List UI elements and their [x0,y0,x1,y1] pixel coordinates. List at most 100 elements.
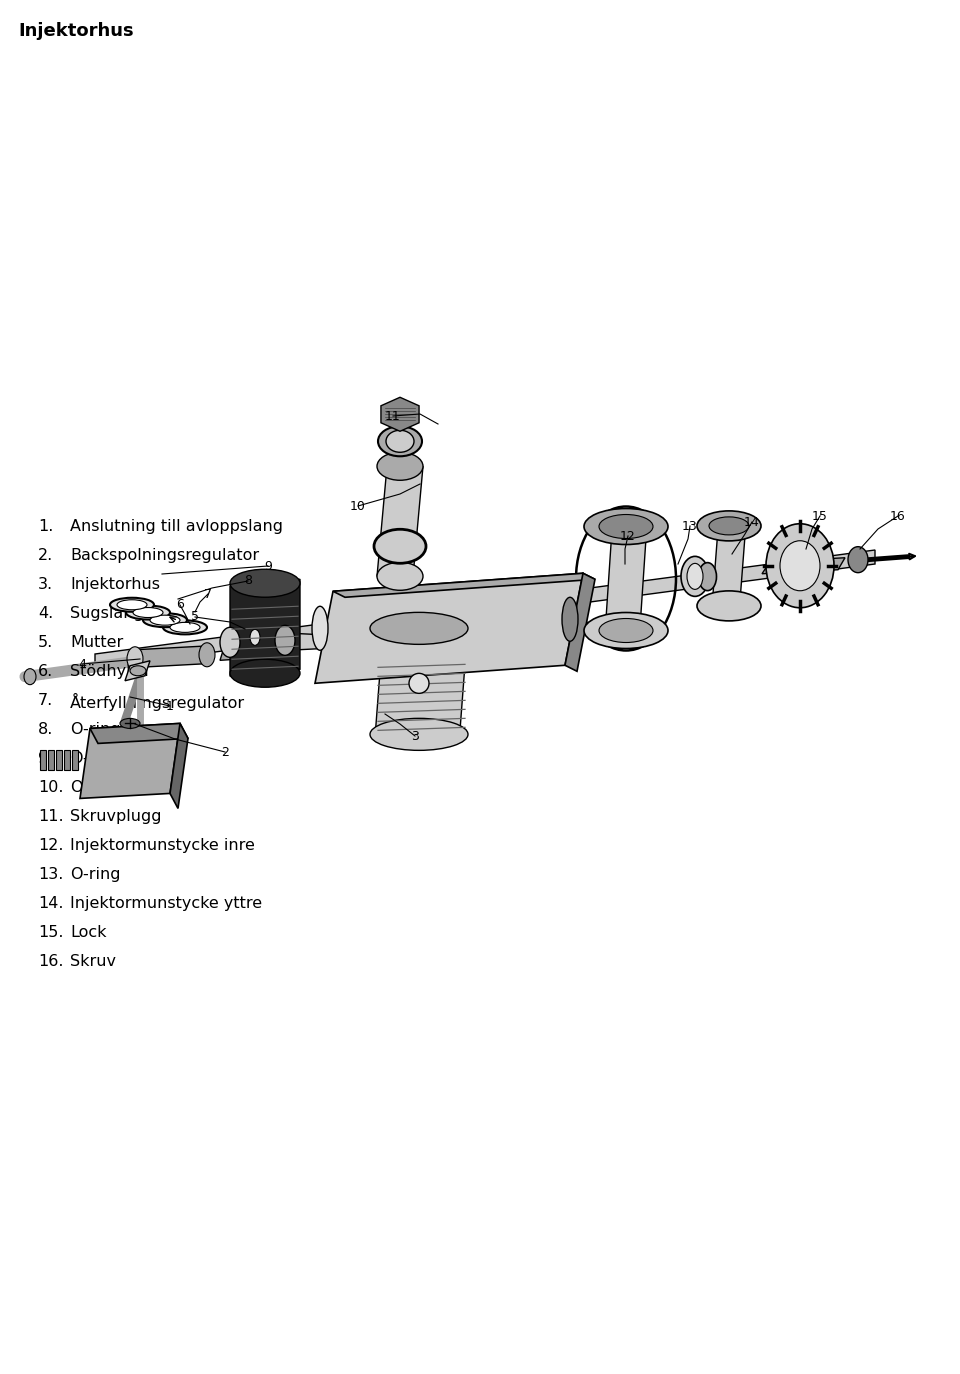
Text: 7.: 7. [38,692,53,708]
Ellipse shape [780,541,820,591]
Ellipse shape [143,613,187,627]
Ellipse shape [584,508,668,544]
Ellipse shape [386,430,414,452]
Text: 4.: 4. [38,606,53,621]
Ellipse shape [170,622,200,632]
Ellipse shape [599,618,653,643]
Polygon shape [220,624,290,661]
Text: 1.: 1. [38,519,54,534]
Ellipse shape [163,621,207,635]
Ellipse shape [24,669,36,684]
Text: 8.: 8. [38,721,54,736]
Text: O-ring: O-ring [70,752,121,765]
Text: Injektormunstycke inre: Injektormunstycke inre [70,838,254,853]
Ellipse shape [117,600,147,610]
Ellipse shape [699,562,716,591]
Text: 16.: 16. [38,954,63,969]
Text: Återfyllningsregulator: Återfyllningsregulator [70,692,245,710]
Text: 11: 11 [385,409,401,422]
Text: 2.: 2. [38,548,53,563]
Text: 16: 16 [890,510,906,522]
Text: O-ring: O-ring [70,867,121,882]
Polygon shape [381,397,420,431]
Ellipse shape [220,628,240,657]
Text: Lock: Lock [70,925,107,940]
Ellipse shape [250,629,260,646]
Polygon shape [48,750,54,771]
Polygon shape [72,750,78,771]
Ellipse shape [199,643,215,666]
Ellipse shape [312,606,328,650]
Ellipse shape [110,598,154,611]
Text: Stödhylsa: Stödhylsa [70,664,149,679]
Ellipse shape [150,616,180,625]
Polygon shape [280,632,320,651]
Polygon shape [230,580,300,676]
Text: 7: 7 [204,588,212,600]
Text: 3: 3 [411,730,419,742]
Ellipse shape [377,452,423,481]
Ellipse shape [599,514,653,539]
Text: 11.: 11. [38,809,63,824]
Text: Anslutning till avloppslang: Anslutning till avloppslang [70,519,283,534]
Polygon shape [80,724,180,798]
Ellipse shape [378,426,422,456]
Ellipse shape [370,613,468,644]
Ellipse shape [126,606,170,620]
Text: 8: 8 [244,574,252,588]
Text: Skruv: Skruv [70,954,116,969]
Text: 9: 9 [264,559,272,573]
Ellipse shape [848,547,868,573]
Polygon shape [315,573,583,683]
Polygon shape [40,750,46,771]
Ellipse shape [697,591,761,621]
Text: 15: 15 [812,510,828,522]
Ellipse shape [230,660,300,687]
Text: 6: 6 [176,599,184,611]
Text: 6.: 6. [38,664,53,679]
Polygon shape [170,724,188,808]
Polygon shape [762,558,845,574]
Text: Injektorhus: Injektorhus [70,577,160,592]
Ellipse shape [681,556,709,596]
Text: 5: 5 [191,610,199,624]
Polygon shape [333,573,595,598]
Ellipse shape [370,719,468,750]
Ellipse shape [127,647,143,671]
Polygon shape [565,573,595,672]
Text: 12.: 12. [38,838,63,853]
Polygon shape [712,523,746,607]
Polygon shape [375,624,468,738]
Text: Skruvplugg: Skruvplugg [70,809,161,824]
Text: 15.: 15. [38,925,63,940]
Text: Sugslang: Sugslang [70,606,144,621]
Ellipse shape [697,511,761,541]
Ellipse shape [409,673,429,694]
Text: 9.: 9. [38,752,53,765]
Text: Injektormunstycke yttre: Injektormunstycke yttre [70,896,262,911]
Text: 3.: 3. [38,577,53,592]
Text: 10.: 10. [38,780,63,796]
Text: 1: 1 [166,699,174,713]
Ellipse shape [584,613,668,649]
Text: 12: 12 [620,529,636,543]
Ellipse shape [562,598,578,642]
Text: 14: 14 [744,515,760,529]
Ellipse shape [120,719,140,728]
Text: Mutter: Mutter [70,635,123,650]
Polygon shape [605,523,647,633]
Ellipse shape [133,607,163,617]
Text: 5.: 5. [38,635,53,650]
Text: 14.: 14. [38,896,63,911]
Polygon shape [64,750,70,771]
Ellipse shape [374,529,426,563]
Text: 4: 4 [78,658,86,671]
Ellipse shape [687,563,703,589]
Text: 13: 13 [683,519,698,533]
Polygon shape [130,646,210,668]
Text: O-ring: O-ring [70,780,121,796]
Ellipse shape [230,569,300,598]
Text: Backspolningsregulator: Backspolningsregulator [70,548,259,563]
Text: 10: 10 [350,500,366,513]
Text: Injektorhus: Injektorhus [18,22,133,40]
